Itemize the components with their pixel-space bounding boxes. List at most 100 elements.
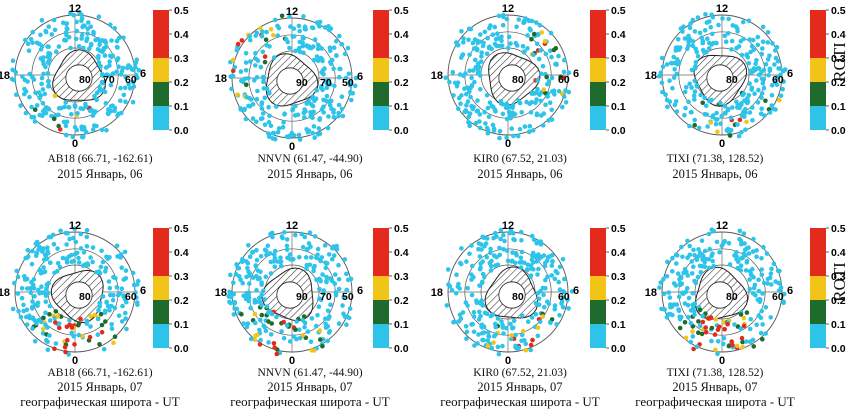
- data-point: [497, 128, 503, 134]
- data-point: [695, 53, 701, 59]
- data-point: [729, 47, 734, 52]
- data-point: [130, 99, 136, 105]
- data-point: [332, 281, 338, 286]
- data-point: [135, 302, 140, 308]
- data-point: [269, 321, 275, 326]
- data-point: [717, 249, 722, 255]
- caption-date-7: 2015 Январь, 07: [477, 380, 563, 394]
- data-point: [241, 321, 246, 326]
- data-point: [130, 270, 136, 276]
- data-point: [530, 90, 535, 96]
- data-point: [46, 60, 52, 66]
- data-point: [268, 332, 274, 337]
- data-point: [65, 337, 70, 343]
- data-point: [39, 75, 45, 81]
- data-point: [131, 84, 137, 89]
- data-point: [103, 44, 109, 50]
- data-point: [761, 76, 767, 82]
- data-point: [656, 73, 662, 79]
- data-point: [475, 68, 481, 73]
- colorbar-segment: [810, 82, 826, 106]
- data-point: [40, 87, 46, 92]
- data-point: [500, 22, 506, 28]
- colorbar-tick-label: 0.2: [174, 77, 189, 89]
- data-point: [51, 17, 57, 23]
- data-point: [772, 62, 777, 67]
- data-point: [548, 30, 554, 36]
- data-point: [259, 106, 265, 111]
- data-point: [41, 315, 46, 321]
- data-point: [255, 332, 260, 338]
- data-point: [27, 71, 32, 77]
- data-point: [43, 299, 49, 305]
- data-point: [325, 338, 331, 344]
- data-point: [741, 323, 747, 329]
- data-point: [707, 316, 712, 321]
- data-point: [232, 65, 238, 70]
- data-point: [29, 261, 35, 267]
- data-point: [750, 105, 755, 110]
- data-point: [312, 37, 318, 42]
- data-point: [459, 55, 464, 60]
- data-point: [315, 46, 321, 52]
- data-point: [545, 299, 550, 305]
- data-point: [253, 320, 258, 326]
- data-point: [78, 246, 84, 251]
- caption-date-4: 2015 Январь, 06: [672, 167, 758, 181]
- data-point: [696, 319, 701, 324]
- data-point: [499, 319, 504, 324]
- data-point: [314, 323, 319, 329]
- data-point: [739, 129, 744, 135]
- data-point: [754, 248, 759, 253]
- roti-label-bottom: ROTI: [829, 262, 849, 302]
- data-point: [770, 41, 775, 46]
- data-point: [32, 107, 38, 112]
- data-point: [311, 44, 316, 49]
- data-point: [504, 135, 509, 141]
- data-point: [754, 78, 759, 83]
- data-point: [94, 97, 99, 103]
- data-point: [691, 93, 697, 99]
- colorbar-tick-label: 0.2: [174, 295, 189, 307]
- data-point: [69, 325, 75, 330]
- data-point: [113, 275, 118, 281]
- data-point: [64, 260, 70, 265]
- data-point: [133, 64, 138, 70]
- data-point: [759, 51, 764, 57]
- data-point: [692, 89, 698, 94]
- data-point: [57, 264, 63, 270]
- data-point: [297, 335, 303, 341]
- data-point: [550, 252, 555, 258]
- data-point: [514, 253, 519, 258]
- data-point: [304, 262, 310, 268]
- data-point: [475, 98, 480, 103]
- colorbar-segment: [373, 300, 389, 324]
- data-point: [543, 102, 548, 108]
- data-point: [40, 249, 45, 254]
- data-point: [489, 46, 495, 52]
- data-point: [247, 34, 252, 39]
- data-point: [114, 69, 119, 75]
- data-point: [705, 124, 710, 129]
- data-point: [726, 31, 731, 36]
- axis-label-right: 6: [573, 285, 579, 297]
- data-point: [287, 339, 293, 344]
- data-point: [23, 89, 29, 94]
- colorbar-tick-label: 0.3: [611, 271, 626, 283]
- data-point: [320, 343, 325, 349]
- data-point: [304, 43, 310, 48]
- data-point: [32, 119, 38, 124]
- data-point: [260, 74, 266, 80]
- data-point: [280, 235, 285, 241]
- data-point: [272, 255, 278, 261]
- data-point: [254, 30, 260, 36]
- data-point: [748, 68, 753, 74]
- data-point: [321, 72, 326, 77]
- data-point: [773, 279, 778, 284]
- data-point: [497, 245, 502, 251]
- data-point: [756, 288, 762, 294]
- data-point: [468, 26, 474, 32]
- data-point: [318, 278, 323, 284]
- polar-cap-region: [498, 281, 526, 309]
- data-point: [29, 306, 35, 311]
